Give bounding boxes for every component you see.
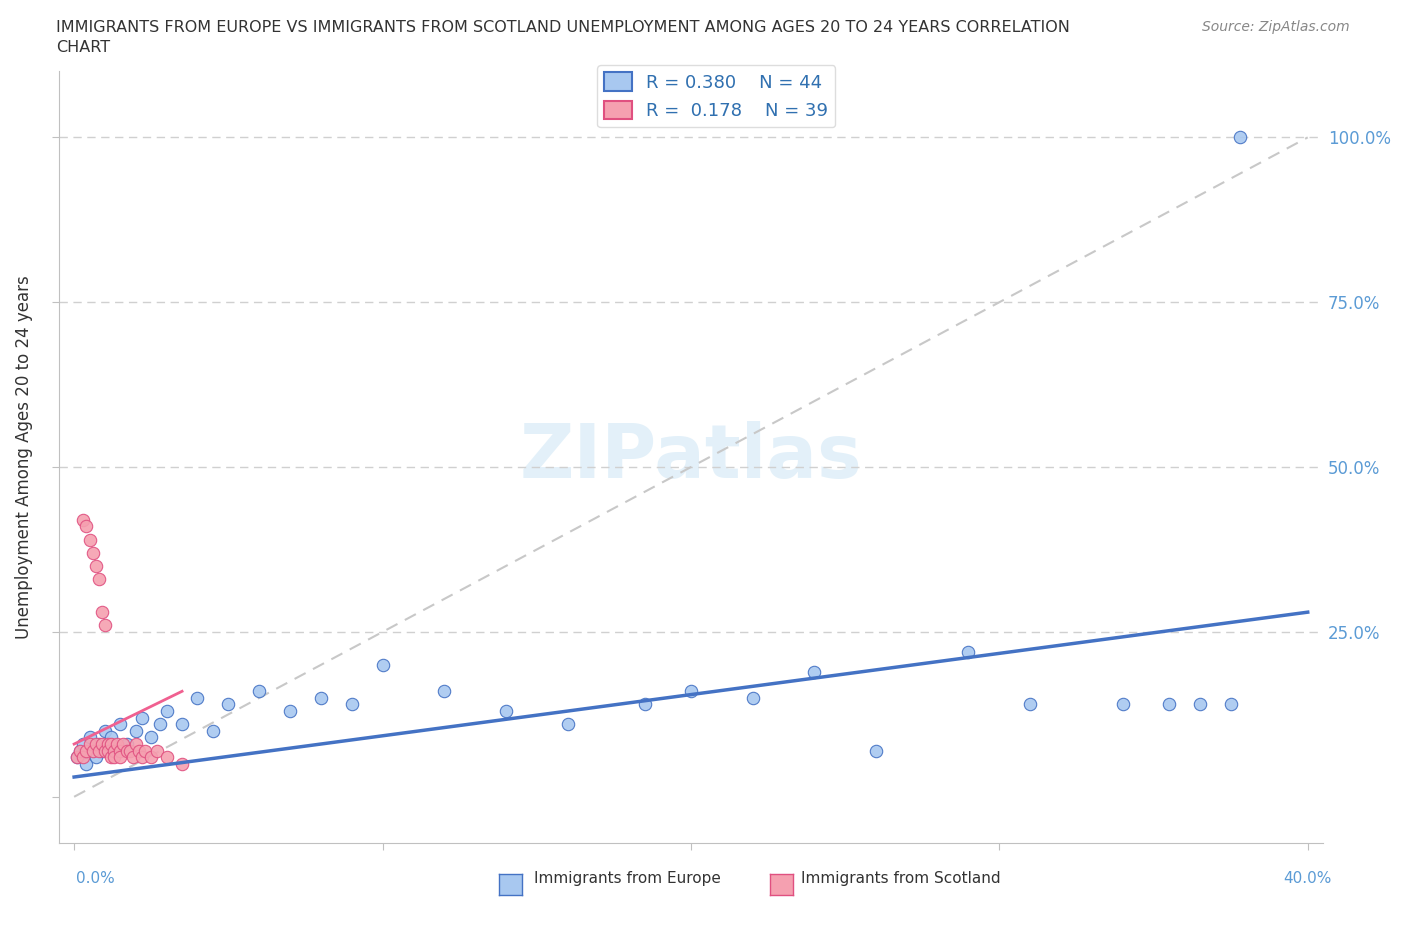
Point <box>309 690 332 705</box>
Point <box>87 572 110 587</box>
Point <box>156 704 179 719</box>
Point <box>97 737 120 751</box>
Point <box>118 743 141 758</box>
Point <box>97 743 120 758</box>
Point <box>94 724 117 738</box>
Point <box>278 704 301 719</box>
Point <box>156 750 179 764</box>
Point <box>82 743 104 758</box>
Point <box>94 618 117 632</box>
Point <box>125 724 148 738</box>
Point <box>1219 698 1241 712</box>
Point <box>128 743 150 758</box>
Point <box>957 644 980 659</box>
Point <box>865 743 887 758</box>
Point <box>79 737 101 751</box>
Point <box>103 743 125 758</box>
Legend: R = 0.380    N = 44, R =  0.178    N = 39: R = 0.380 N = 44, R = 0.178 N = 39 <box>598 65 835 127</box>
Point <box>201 724 224 738</box>
Point <box>340 698 363 712</box>
Text: Source: ZipAtlas.com: Source: ZipAtlas.com <box>1202 20 1350 34</box>
Point <box>84 750 107 764</box>
Point <box>121 750 143 764</box>
Point <box>141 750 163 764</box>
Point <box>87 737 110 751</box>
Point <box>110 750 132 764</box>
Point <box>146 743 169 758</box>
Point <box>79 532 101 547</box>
Point <box>170 756 193 771</box>
Point <box>84 559 107 574</box>
Point <box>134 743 156 758</box>
Point <box>72 512 94 527</box>
Point <box>110 743 132 758</box>
Point <box>679 684 702 698</box>
Text: CHART: CHART <box>56 40 110 55</box>
Point <box>141 730 163 745</box>
Point <box>131 750 153 764</box>
Point <box>94 743 117 758</box>
Point <box>97 737 120 751</box>
Point <box>69 743 91 758</box>
Point <box>75 519 97 534</box>
Point <box>634 698 657 712</box>
Text: Immigrants from Scotland: Immigrants from Scotland <box>801 871 1001 886</box>
Point <box>557 717 579 732</box>
Point <box>371 658 394 672</box>
Point <box>1157 698 1180 712</box>
Text: ZIPatlas: ZIPatlas <box>520 420 862 494</box>
Point <box>100 730 122 745</box>
Point <box>186 690 208 705</box>
Point <box>217 698 239 712</box>
Point <box>803 664 825 679</box>
Point <box>103 743 125 758</box>
Y-axis label: Unemployment Among Ages 20 to 24 years: Unemployment Among Ages 20 to 24 years <box>15 275 32 639</box>
Point <box>75 756 97 771</box>
Point <box>433 684 456 698</box>
Point <box>75 743 97 758</box>
Text: 40.0%: 40.0% <box>1284 871 1331 886</box>
Point <box>100 737 122 751</box>
Point <box>66 750 89 764</box>
Point <box>84 737 107 751</box>
Point <box>741 690 763 705</box>
Point <box>79 730 101 745</box>
Point <box>66 750 89 764</box>
Point <box>115 737 138 751</box>
Point <box>72 737 94 751</box>
Point <box>115 743 138 758</box>
Text: Immigrants from Europe: Immigrants from Europe <box>534 871 721 886</box>
Point <box>1229 130 1251 145</box>
Point <box>82 545 104 560</box>
Point <box>1111 698 1133 712</box>
Point <box>125 737 148 751</box>
Point <box>105 737 128 751</box>
Text: 0.0%: 0.0% <box>76 871 115 886</box>
Point <box>149 717 172 732</box>
Point <box>90 604 112 619</box>
Point <box>90 737 112 751</box>
Point <box>1188 698 1211 712</box>
Point <box>87 743 110 758</box>
Point <box>82 743 104 758</box>
Point <box>69 743 91 758</box>
Point <box>110 717 132 732</box>
Point <box>90 743 112 758</box>
Point <box>103 750 125 764</box>
Point <box>72 750 94 764</box>
Point <box>131 711 153 725</box>
Text: IMMIGRANTS FROM EUROPE VS IMMIGRANTS FROM SCOTLAND UNEMPLOYMENT AMONG AGES 20 TO: IMMIGRANTS FROM EUROPE VS IMMIGRANTS FRO… <box>56 20 1070 35</box>
Point <box>495 704 517 719</box>
Point <box>170 717 193 732</box>
Point <box>1019 698 1042 712</box>
Point <box>100 750 122 764</box>
Point <box>112 737 135 751</box>
Point <box>247 684 270 698</box>
